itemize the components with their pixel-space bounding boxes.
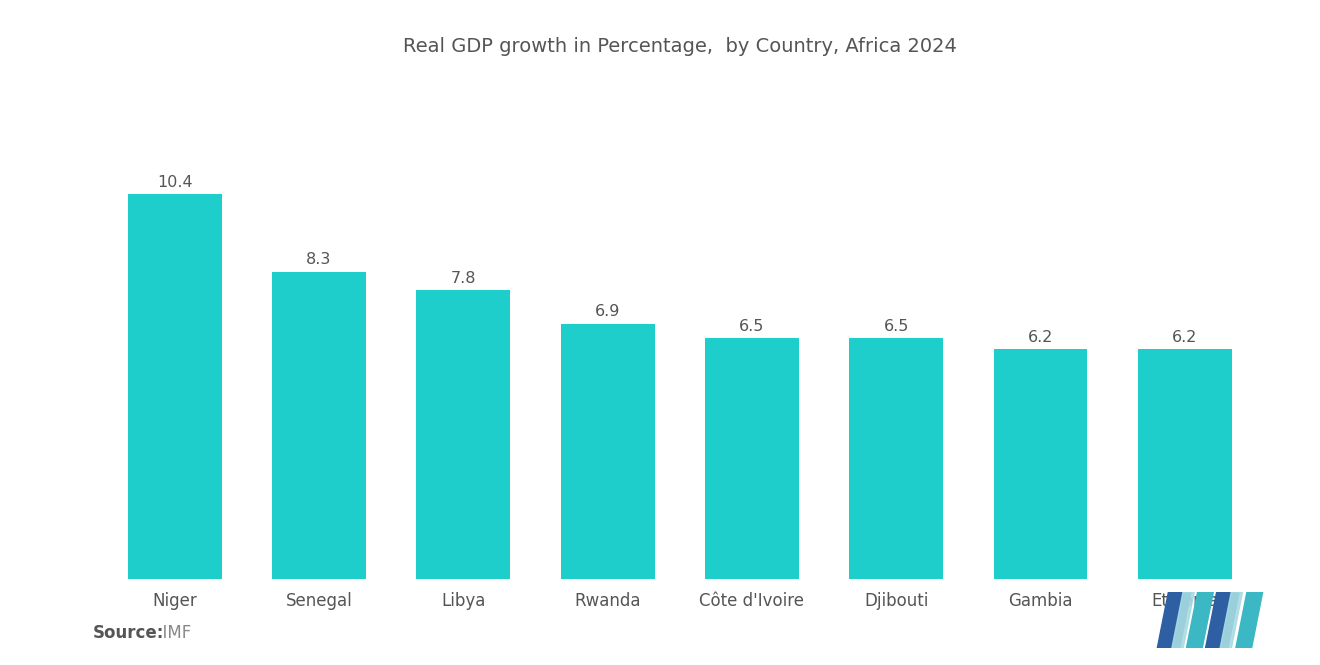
Text: 7.8: 7.8 [450, 271, 477, 286]
Bar [272, 272, 366, 579]
Polygon shape [1236, 592, 1263, 648]
Bar [416, 291, 511, 579]
Bar [1138, 350, 1232, 579]
Text: 6.2: 6.2 [1172, 330, 1197, 345]
Text: 6.5: 6.5 [739, 319, 764, 334]
Bar [561, 324, 655, 579]
Polygon shape [1158, 592, 1191, 648]
Polygon shape [1220, 592, 1242, 648]
Polygon shape [1172, 592, 1195, 648]
Bar [994, 350, 1088, 579]
Text: 6.2: 6.2 [1028, 330, 1053, 345]
Bar [128, 194, 222, 579]
Title: Real GDP growth in Percentage,  by Country, Africa 2024: Real GDP growth in Percentage, by Countr… [403, 37, 957, 56]
Bar [849, 338, 944, 579]
Text: 10.4: 10.4 [157, 175, 193, 190]
Text: 8.3: 8.3 [306, 253, 331, 267]
Bar [705, 338, 799, 579]
Text: Source:: Source: [92, 624, 164, 642]
Text: IMF: IMF [152, 624, 191, 642]
Polygon shape [1187, 592, 1213, 648]
Polygon shape [1205, 592, 1239, 648]
Text: 6.5: 6.5 [883, 319, 909, 334]
Text: 6.9: 6.9 [595, 304, 620, 319]
